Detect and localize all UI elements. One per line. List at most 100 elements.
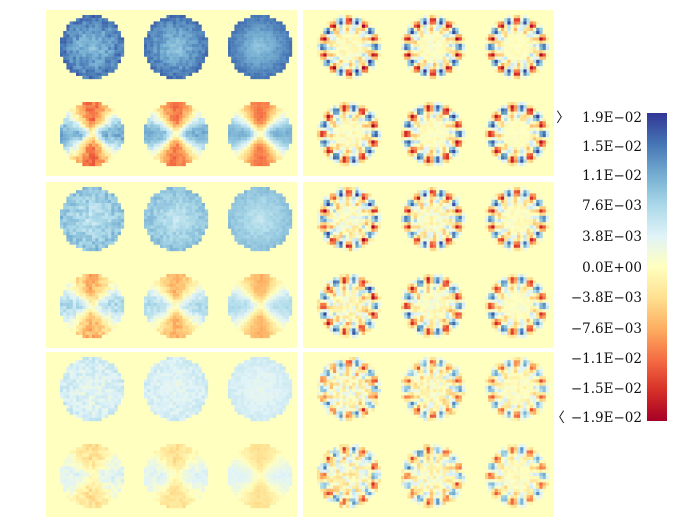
- heatmap-cell: [410, 37, 414, 41]
- heatmap-cell: [352, 137, 356, 141]
- heatmap-cell: [507, 18, 511, 22]
- heatmap-cell: [374, 143, 378, 147]
- heatmap-cell: [95, 118, 99, 122]
- heatmap-cell: [63, 209, 67, 213]
- heatmap-cell: [76, 63, 80, 67]
- heatmap-cell: [66, 290, 70, 294]
- heatmap-cell: [442, 105, 446, 109]
- heatmap-cell: [513, 69, 518, 73]
- heatmap-cell: [404, 56, 408, 60]
- heatmap-cell: [192, 209, 196, 213]
- heatmap-cell: [488, 50, 492, 54]
- heatmap-cell: [88, 56, 93, 60]
- heatmap-cell: [526, 108, 530, 112]
- heatmap-cell: [192, 199, 196, 204]
- heatmap-cell: [263, 238, 267, 242]
- heatmap-cell: [101, 69, 105, 73]
- heatmap-cell: [345, 63, 350, 67]
- heatmap-cell: [429, 15, 434, 19]
- heatmap-cell: [442, 53, 446, 57]
- heatmap-cell: [240, 137, 245, 141]
- heatmap-cell: [320, 53, 324, 57]
- heatmap-cell: [355, 40, 359, 44]
- heatmap-cell: [333, 127, 337, 131]
- heatmap-cell: [250, 15, 254, 19]
- heatmap-cell: [195, 66, 199, 70]
- heatmap-cell: [234, 66, 238, 70]
- heatmap-cell: [361, 31, 366, 35]
- heatmap-cell: [247, 140, 251, 144]
- heatmap-cell: [272, 235, 277, 239]
- heatmap-cell: [237, 228, 241, 232]
- heatmap-cell: [192, 118, 196, 122]
- heatmap-cell: [266, 59, 270, 64]
- heatmap-cell: [429, 50, 434, 54]
- heatmap-cell: [349, 34, 353, 38]
- heatmap-cell: [377, 50, 382, 54]
- heatmap-cell: [320, 121, 324, 125]
- heatmap-cell: [423, 53, 427, 57]
- heatmap-cell: [339, 105, 343, 109]
- heatmap-cell: [160, 56, 164, 60]
- heatmap-cell: [404, 59, 408, 64]
- heatmap-cell: [358, 134, 362, 138]
- heatmap-cell: [76, 209, 80, 213]
- heatmap-cell: [365, 31, 369, 35]
- heatmap-cell: [358, 53, 362, 57]
- heatmap-cell: [82, 225, 86, 229]
- heatmap-cell: [542, 40, 546, 44]
- heatmap-cell: [79, 50, 83, 54]
- heatmap-cell: [355, 15, 359, 19]
- heatmap-cell: [282, 111, 286, 115]
- heatmap-cell: [244, 66, 248, 70]
- heatmap-cell: [429, 59, 434, 64]
- heatmap-cell: [150, 59, 154, 64]
- heatmap-cell: [231, 43, 235, 48]
- heatmap-cell: [256, 47, 261, 51]
- heatmap-cell: [276, 127, 280, 131]
- heatmap-cell: [185, 150, 189, 154]
- heatmap-cell: [92, 283, 96, 287]
- heatmap-cell: [342, 134, 346, 138]
- heatmap-cell: [329, 108, 334, 112]
- heatmap-cell: [510, 146, 514, 151]
- heatmap-cell: [345, 137, 350, 141]
- heatmap-cell: [120, 37, 125, 41]
- heatmap-cell: [228, 134, 232, 138]
- heatmap-cell: [117, 47, 121, 51]
- heatmap-cell: [269, 53, 273, 57]
- heatmap-cell: [60, 312, 64, 316]
- heatmap-cell: [79, 56, 83, 60]
- heatmap-cell: [250, 187, 254, 191]
- heatmap-cell: [228, 130, 232, 135]
- heatmap-cell: [79, 196, 83, 200]
- heatmap-cell: [517, 53, 521, 57]
- heatmap-cell: [429, 37, 434, 41]
- heatmap-cell: [172, 43, 177, 48]
- heatmap-cell: [410, 121, 414, 125]
- heatmap-cell: [163, 50, 167, 54]
- heatmap-cell: [436, 108, 440, 112]
- heatmap-cell: [429, 130, 434, 135]
- heatmap-cell: [153, 40, 157, 44]
- heatmap-cell: [276, 34, 280, 38]
- heatmap-cell: [429, 124, 434, 128]
- heatmap-cell: [111, 146, 115, 151]
- heatmap-cell: [69, 238, 73, 242]
- heatmap-cell: [85, 312, 89, 316]
- heatmap-cell: [417, 47, 421, 51]
- heatmap-cell: [413, 137, 418, 141]
- heatmap-cell: [72, 37, 77, 41]
- heatmap-cell: [120, 299, 125, 303]
- heatmap-cell: [163, 225, 167, 229]
- heatmap-cell: [250, 59, 254, 64]
- heatmap-cell: [166, 247, 170, 252]
- heatmap-cell: [156, 124, 161, 128]
- heatmap-cell: [326, 153, 330, 157]
- heatmap-cell: [501, 127, 505, 131]
- heatmap-cell: [240, 27, 245, 32]
- heatmap-cell: [507, 118, 511, 122]
- heatmap-cell: [520, 75, 524, 80]
- heatmap-cell: [269, 199, 273, 204]
- heatmap-cell: [371, 50, 375, 54]
